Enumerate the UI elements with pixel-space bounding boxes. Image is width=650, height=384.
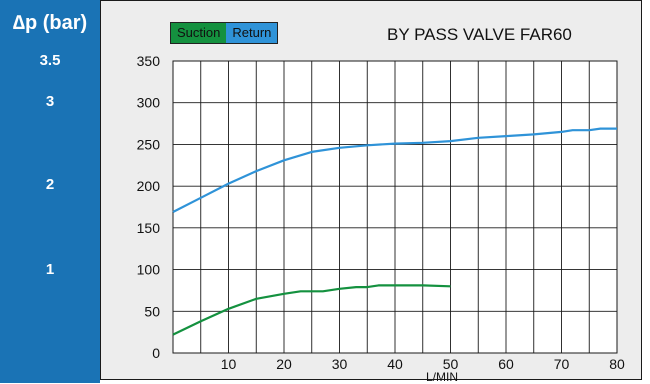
series-line-return	[172, 127, 617, 213]
band-title: ∆p (bar)	[12, 12, 88, 34]
band-label-1: 1	[45, 261, 55, 278]
y-tick-label: 100	[137, 262, 161, 278]
x-tick-label: 60	[498, 356, 514, 372]
x-tick-label: 70	[554, 356, 570, 372]
y-tick-label: 250	[137, 136, 161, 152]
y-tick-label: 150	[137, 220, 161, 236]
chart-title: BY PASS VALVE FAR60	[387, 25, 572, 44]
y-tick-label: 350	[137, 53, 161, 69]
x-axis-label: L/MIN	[426, 370, 459, 384]
y-tick-label: 50	[144, 303, 160, 319]
x-tick-label: 50	[443, 356, 459, 372]
y-tick-label: 0	[152, 345, 160, 361]
x-tick-label: 30	[332, 356, 348, 372]
band-label-3-5: 3.5	[39, 52, 61, 69]
x-tick-label: 80	[609, 356, 625, 372]
legend: Suction Return	[170, 22, 279, 44]
band-label-3: 3	[45, 93, 55, 110]
legend-suction: Suction	[171, 23, 227, 43]
legend-return: Return	[226, 23, 278, 43]
x-tick-label: 20	[276, 356, 292, 372]
pressure-band: ∆p (bar) 3.5 3 2 1	[0, 0, 100, 383]
x-tick-label: 40	[387, 356, 403, 372]
band-label-2: 2	[45, 176, 55, 193]
y-tick-label: 300	[137, 95, 161, 111]
x-tick-label: 10	[221, 356, 237, 372]
y-tick-label: 200	[137, 178, 161, 194]
series-line-suction	[172, 284, 451, 336]
